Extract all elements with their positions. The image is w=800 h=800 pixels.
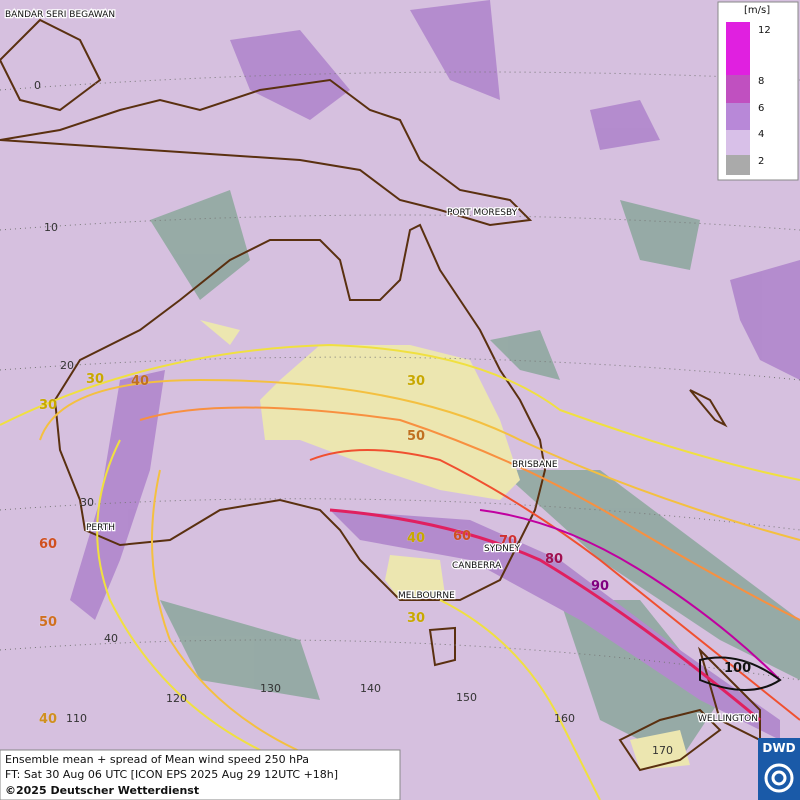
lon-label: 150 — [456, 691, 477, 704]
contour-label: 100 — [724, 661, 751, 676]
contour-label: 90 — [591, 579, 609, 594]
legend-swatch — [726, 130, 750, 155]
legend-tick: 8 — [758, 76, 764, 87]
footer-text: FT: Sat 30 Aug 06 UTC [ICON EPS 2025 Aug… — [5, 768, 338, 781]
city-label: PORT MORESBY — [447, 208, 518, 218]
coastlines — [0, 18, 761, 772]
footer-text: ©2025 Deutscher Wetterdienst — [5, 784, 199, 797]
contour-label: 50 — [407, 429, 425, 444]
city-label: WELLINGTON — [698, 714, 758, 724]
lon-label: 160 — [554, 712, 575, 725]
contour-label: 50 — [39, 615, 57, 630]
legend-unit: [m/s] — [744, 5, 770, 16]
contour-label: 60 — [39, 537, 57, 552]
contour-label: 40 — [131, 374, 149, 389]
lat-label: 0 — [34, 79, 41, 92]
graticule — [0, 71, 800, 681]
contour-label: 70 — [499, 534, 517, 549]
city-label: CANBERRA — [452, 561, 502, 571]
contour-label: 80 — [545, 552, 563, 567]
lat-label: 20 — [60, 359, 74, 372]
contour-labels: 30 40 30 30 50 60 40 60 70 80 90 50 30 40 100 — [39, 372, 752, 728]
contour-label: 60 — [453, 529, 471, 544]
footer-box — [0, 749, 401, 800]
legend-swatch — [726, 103, 750, 130]
terrain — [200, 320, 690, 770]
city-label: SYDNEY — [484, 544, 521, 554]
legend: [m/s] 12 8 6 4 2 — [717, 1, 799, 181]
city-label: MELBOURNE — [398, 591, 455, 601]
legend-swatch — [726, 22, 750, 75]
legend-swatch — [726, 75, 750, 103]
legend-tick: 12 — [758, 25, 771, 36]
footer-text: Ensemble mean + spread of Mean wind spee… — [5, 753, 309, 766]
logo: DWD — [758, 738, 800, 800]
lat-label: 10 — [44, 221, 58, 234]
lat-label: 40 — [104, 632, 118, 645]
lat-label: 30 — [80, 496, 94, 509]
lon-label: 170 — [652, 744, 673, 757]
logo-text: DWD — [762, 741, 795, 755]
contour-label: 40 — [39, 712, 57, 727]
contour-label: 40 — [407, 531, 425, 546]
lon-label: 130 — [260, 682, 281, 695]
lon-label: 120 — [166, 692, 187, 705]
contour-label: 30 — [407, 374, 425, 389]
grid-labels: 0 10 20 30 40 110 120 130 140 150 160 170 — [34, 79, 673, 757]
legend-tick: 6 — [758, 103, 764, 114]
contour-label: 30 — [86, 372, 104, 387]
footer: Ensemble mean + spread of Mean wind spee… — [0, 749, 401, 800]
legend-swatch — [726, 155, 750, 175]
wind-contours — [0, 343, 800, 800]
legend-tick: 2 — [758, 156, 764, 167]
logo-swirl — [764, 763, 794, 793]
city-label: PERTH — [86, 523, 115, 533]
lon-label: 110 — [66, 712, 87, 725]
contour-label: 30 — [39, 398, 57, 413]
contour-label: 30 — [407, 611, 425, 626]
spread-shading — [70, 0, 800, 760]
city-label: BRISBANE — [512, 460, 558, 470]
lon-label: 140 — [360, 682, 381, 695]
legend-tick: 4 — [758, 129, 764, 140]
logo-swirl — [771, 770, 787, 786]
city-label: BANDAR SERI BEGAWAN — [5, 10, 115, 20]
city-labels: BANDAR SERI BEGAWAN PORT MORESBY BRISBANE P… — [4, 9, 759, 726]
